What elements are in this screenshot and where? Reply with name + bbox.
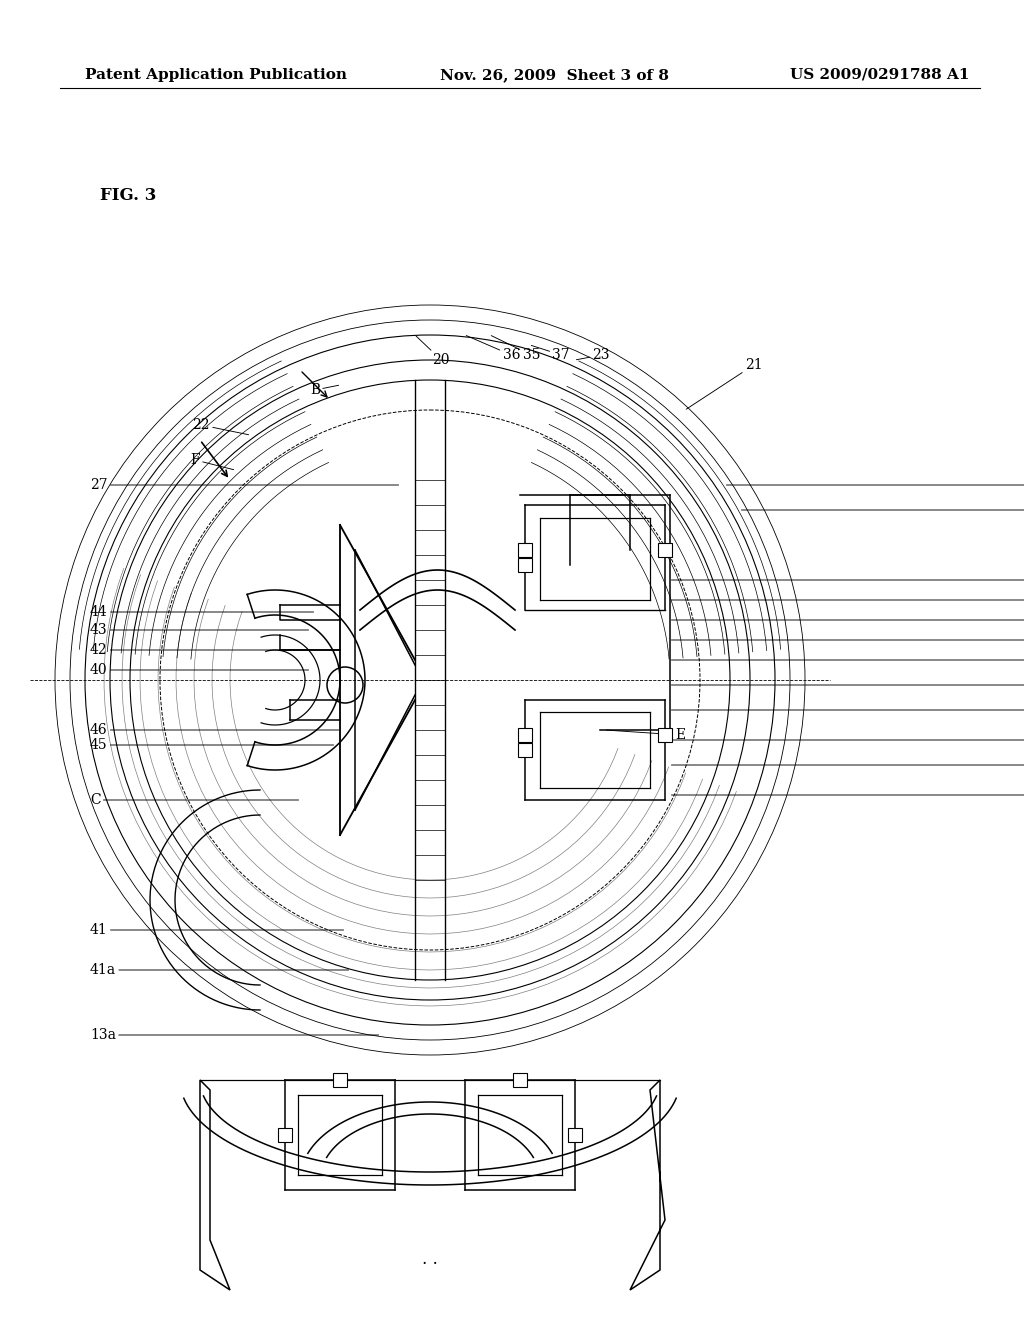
Text: 46: 46 — [90, 723, 339, 737]
Text: 37: 37 — [531, 346, 570, 362]
Text: 24a: 24a — [672, 653, 1024, 667]
Polygon shape — [518, 729, 532, 742]
Text: 45: 45 — [90, 738, 334, 752]
Text: 44: 44 — [90, 605, 313, 619]
Text: 42: 42 — [90, 643, 308, 657]
Text: 13: 13 — [672, 733, 1024, 747]
Text: 35: 35 — [492, 335, 540, 362]
Text: Nov. 26, 2009  Sheet 3 of 8: Nov. 26, 2009 Sheet 3 of 8 — [440, 69, 669, 82]
Polygon shape — [518, 543, 532, 557]
Circle shape — [327, 667, 362, 704]
Text: 43: 43 — [90, 623, 308, 638]
Polygon shape — [658, 543, 672, 557]
Text: 14: 14 — [672, 678, 1024, 692]
Text: 40: 40 — [90, 663, 308, 677]
Text: C: C — [726, 478, 1024, 492]
Text: 17: 17 — [672, 788, 1024, 803]
Text: F: F — [190, 453, 233, 470]
Text: 23: 23 — [577, 348, 610, 362]
Text: 20: 20 — [416, 337, 450, 367]
Polygon shape — [658, 729, 672, 742]
Polygon shape — [513, 1073, 527, 1086]
Polygon shape — [568, 1129, 582, 1142]
Text: B: B — [310, 383, 339, 397]
Text: Patent Application Publication: Patent Application Publication — [85, 69, 347, 82]
Text: 41a: 41a — [90, 964, 348, 977]
Text: 16: 16 — [672, 704, 1024, 717]
Text: 32: 32 — [672, 573, 1024, 587]
Text: 27: 27 — [90, 478, 398, 492]
Text: 31: 31 — [672, 612, 1024, 627]
Text: 13a: 13a — [90, 1028, 379, 1041]
Text: 15: 15 — [672, 758, 1024, 772]
Polygon shape — [333, 1073, 347, 1086]
Polygon shape — [278, 1129, 292, 1142]
Text: 12: 12 — [741, 503, 1024, 517]
Text: 41: 41 — [90, 923, 344, 937]
Polygon shape — [518, 558, 532, 572]
Text: A: A — [672, 593, 1024, 607]
Text: 21: 21 — [686, 358, 763, 409]
Text: 33: 33 — [672, 634, 1024, 647]
Text: 22: 22 — [193, 418, 249, 434]
Polygon shape — [518, 743, 532, 756]
Text: C: C — [90, 793, 299, 807]
Text: US 2009/0291788 A1: US 2009/0291788 A1 — [791, 69, 970, 82]
Text: E: E — [606, 729, 685, 742]
Text: FIG. 3: FIG. 3 — [100, 186, 157, 203]
Text: 36: 36 — [466, 335, 520, 362]
Text: . .: . . — [422, 1251, 438, 1269]
